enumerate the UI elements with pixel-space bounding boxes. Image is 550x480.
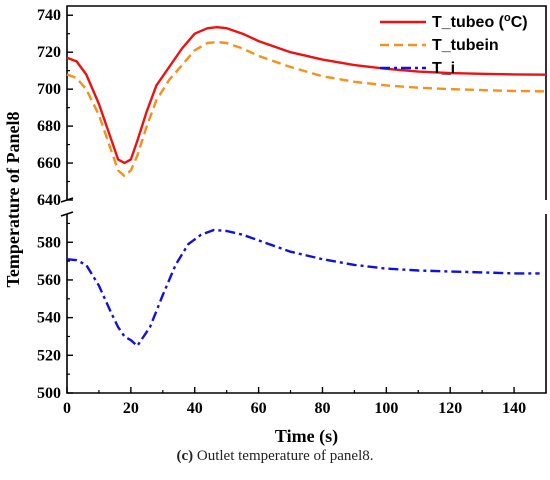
x-tick-label: 20 (123, 400, 139, 417)
y-tick-label: 540 (37, 310, 61, 327)
x-axis-title: Time (s) (275, 426, 338, 447)
plot-frame-lower (66, 214, 547, 394)
x-tick-label: 0 (63, 400, 71, 417)
y-tick-label: 660 (37, 155, 61, 172)
plot-frame-upper (66, 5, 547, 200)
y-tick-label: 580 (37, 234, 61, 251)
series-line-3 (66, 228, 540, 348)
chart: 0 20 40 60 80 100 120 140 640 660 680 700 720 740 500 5… (3, 5, 547, 447)
y-tick-label: 700 (37, 81, 61, 98)
series-line-2 (66, 40, 547, 178)
x-tick-label: 100 (374, 400, 398, 417)
y-tick-label: 720 (37, 44, 61, 61)
y-axis-title: Temperature of Panel8 (3, 112, 23, 288)
y-tick-label: 520 (37, 347, 61, 364)
y-tick-label: 560 (37, 272, 61, 289)
x-tick-label: 140 (502, 400, 526, 417)
x-tick-label: 120 (438, 400, 462, 417)
legend-entry-1: T_tubeo (oC) (432, 12, 528, 31)
y-tick-label: 680 (37, 118, 61, 135)
plot-area: 0 20 40 60 80 100 120 140 640 660 680 700 720 740 500 5… (3, 5, 547, 447)
y-tick-label: 740 (37, 7, 61, 24)
x-tick-label: 40 (187, 400, 203, 417)
series-line-1 (66, 26, 547, 165)
legend-entry-2: T_tubein (432, 37, 499, 54)
x-tick-label: 80 (314, 400, 330, 417)
y-tick-label: 500 (37, 385, 61, 402)
legend-entry-3: T_i (432, 60, 455, 77)
y-tick-label: 640 (37, 192, 61, 209)
axis-break-mark (60, 211, 74, 217)
figure-caption: (c) Outlet temperature of panel8. (0, 448, 550, 465)
caption-text: Outlet temperature of panel8. (196, 448, 374, 464)
caption-tag: (c) (176, 448, 194, 464)
x-tick-label: 60 (251, 400, 267, 417)
